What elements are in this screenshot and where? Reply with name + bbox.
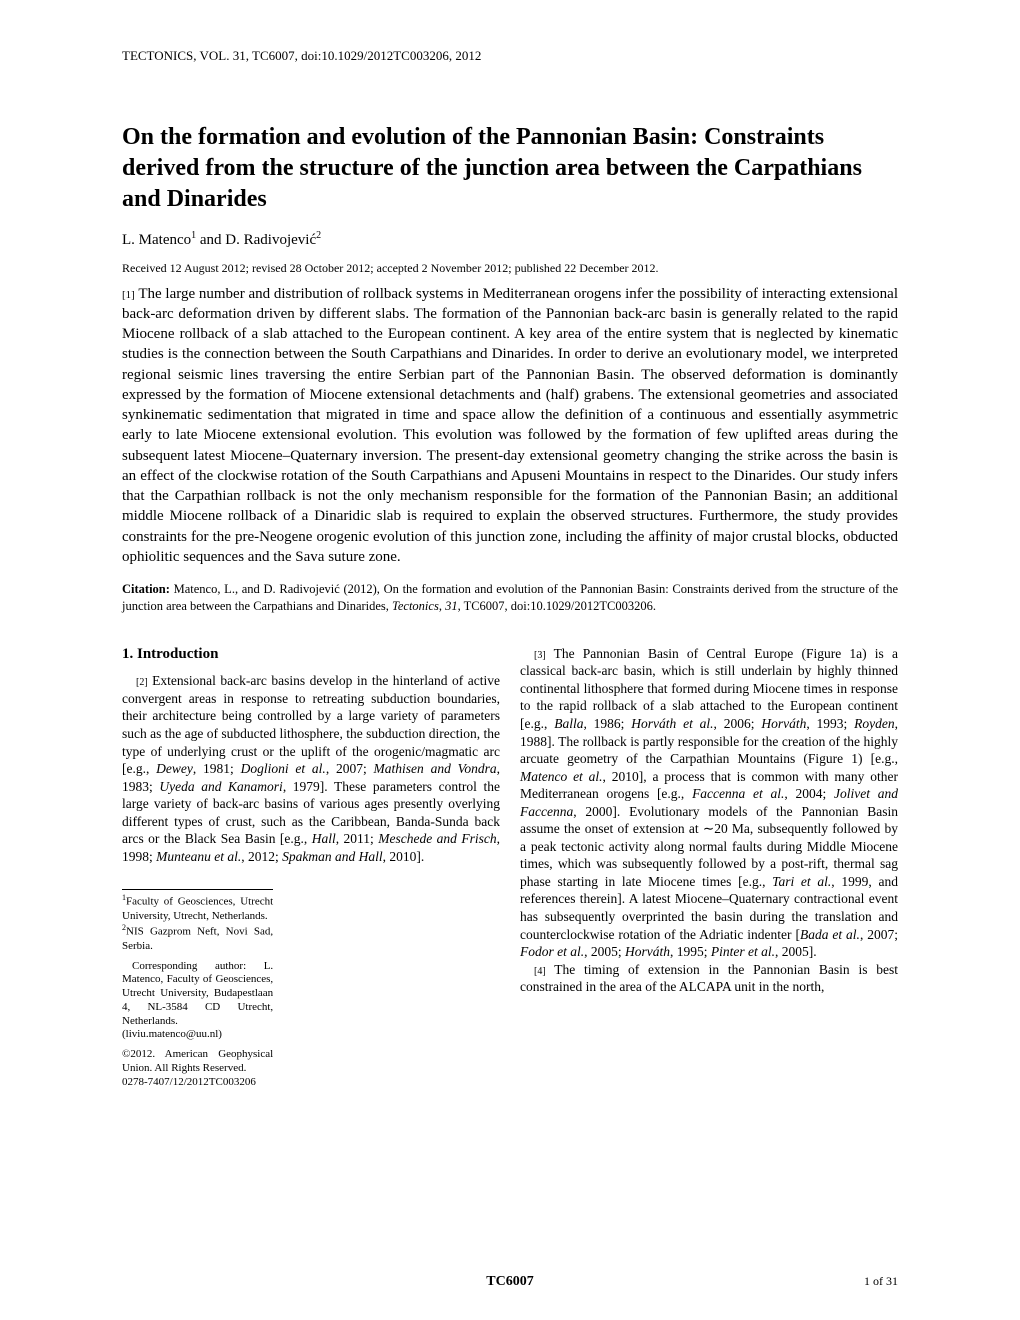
- right-column: [3] The Pannonian Basin of Central Europ…: [520, 645, 898, 1096]
- copyright: ©2012. American Geophysical Union. All R…: [122, 1048, 273, 1076]
- corresponding-author: Corresponding author: L. Matenco, Facult…: [122, 960, 273, 1043]
- publication-dates: Received 12 August 2012; revised 28 Octo…: [122, 261, 898, 276]
- footnotes: 1Faculty of Geosciences, Utrecht Univers…: [122, 889, 273, 1089]
- page-footer: TC6007 1 of 31: [0, 1274, 1020, 1290]
- issn: 0278-7407/12/2012TC003206: [122, 1076, 273, 1090]
- footer-page-number: 1 of 31: [864, 1274, 898, 1289]
- para-4: [4] The timing of extension in the Panno…: [520, 961, 898, 996]
- authors: L. Matenco1 and D. Radivojević2: [122, 230, 898, 249]
- affiliation-2: 2NIS Gazprom Neft, Novi Sad, Serbia.: [122, 923, 273, 953]
- affiliation-1: 1Faculty of Geosciences, Utrecht Univers…: [122, 893, 273, 923]
- citation-label: Citation:: [122, 582, 170, 596]
- article-title: On the formation and evolution of the Pa…: [122, 122, 898, 216]
- para-2-num: [2]: [136, 677, 148, 688]
- abstract: [1] The large number and distribution of…: [122, 284, 898, 568]
- journal-header: TECTONICS, VOL. 31, TC6007, doi:10.1029/…: [122, 48, 898, 64]
- abstract-para-num: [1]: [122, 289, 135, 301]
- footer-article-id: TC6007: [486, 1274, 533, 1290]
- para-3-text: The Pannonian Basin of Central Europe (F…: [520, 646, 898, 959]
- citation-text: Matenco, L., and D. Radivojević (2012), …: [122, 582, 898, 613]
- citation: Citation: Matenco, L., and D. Radivojevi…: [122, 581, 898, 615]
- para-3: [3] The Pannonian Basin of Central Europ…: [520, 645, 898, 961]
- para-3-num: [3]: [534, 650, 546, 661]
- para-2-text: Extensional back-arc basins develop in t…: [122, 673, 500, 863]
- left-column: 1. Introduction [2] Extensional back-arc…: [122, 645, 500, 1096]
- para-2: [2] Extensional back-arc basins develop …: [122, 672, 500, 865]
- abstract-text: The large number and distribution of rol…: [122, 286, 898, 565]
- body-columns: 1. Introduction [2] Extensional back-arc…: [122, 645, 898, 1096]
- para-4-num: [4]: [534, 966, 546, 977]
- para-4-text: The timing of extension in the Pannonian…: [520, 962, 898, 995]
- section-1-heading: 1. Introduction: [122, 645, 500, 665]
